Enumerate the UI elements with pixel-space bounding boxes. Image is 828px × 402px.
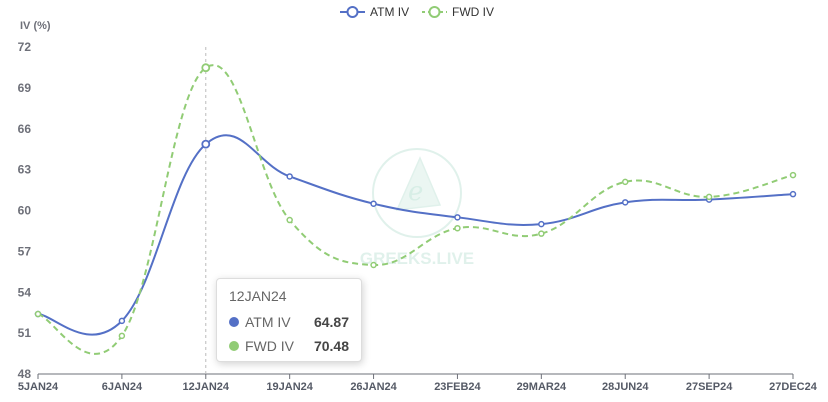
data-point-fwd-iv[interactable] (286, 216, 293, 224)
y-tick-label: 48 (18, 367, 32, 381)
data-point-atm-iv[interactable] (538, 220, 545, 228)
data-point-atm-iv[interactable] (118, 317, 126, 325)
y-tick-label: 57 (18, 244, 32, 258)
legend-item-atm-iv[interactable]: ATM IV (340, 5, 409, 19)
x-tick-label: 5JAN24 (18, 381, 59, 393)
x-tick-label: 6JAN24 (102, 381, 143, 393)
data-point-fwd-iv[interactable] (118, 332, 126, 340)
data-point-fwd-iv[interactable] (201, 63, 211, 73)
x-tick-label: 27DEC24 (769, 381, 818, 393)
x-tick-label: 28JUN24 (602, 381, 649, 393)
y-tick-label: 60 (18, 204, 32, 218)
data-point-fwd-iv[interactable] (370, 261, 377, 269)
x-tick-label: 12JAN24 (183, 381, 230, 393)
y-axis-label: IV (%) (20, 20, 51, 32)
tooltip: 12JAN24 ATM IV 64.87 FWD IV 70.48 (216, 278, 362, 362)
x-tick-label: 26JAN24 (350, 381, 397, 393)
tooltip-name-atm-iv: ATM IV (245, 314, 291, 330)
data-point-fwd-iv[interactable] (789, 171, 797, 179)
y-tick-label: 54 (18, 285, 32, 299)
series-line-fwd-iv (37, 64, 794, 355)
data-point-fwd-iv[interactable] (538, 230, 545, 237)
x-tick-label: 27SEP24 (686, 381, 733, 393)
y-tick-label: 72 (18, 40, 32, 54)
legend[interactable]: ATM IV FWD IV (340, 5, 494, 19)
tooltip-dot-atm-iv (229, 317, 239, 327)
tooltip-title: 12JAN24 (229, 288, 287, 304)
tooltip-row-atm-iv: ATM IV 64.87 (229, 310, 349, 334)
y-tick-label: 63 (18, 163, 32, 177)
data-point-atm-iv[interactable] (201, 139, 211, 149)
data-point-fwd-iv[interactable] (621, 178, 629, 186)
watermark-logo: e GREEKS.LIVE (360, 148, 474, 268)
data-point-atm-iv[interactable] (454, 214, 461, 221)
y-tick-label: 66 (18, 122, 32, 136)
series-layer (34, 63, 797, 355)
y-tick-label: 51 (18, 326, 32, 340)
legend-label-fwd-iv: FWD IV (452, 5, 494, 19)
x-axis: 5JAN24 6JAN24 12JAN24 19JAN24 26JAN24 23FEB24… (18, 373, 818, 393)
data-point-fwd-iv[interactable] (705, 193, 713, 201)
tooltip-value-atm-iv: 64.87 (313, 314, 349, 330)
tooltip-name-fwd-iv: FWD IV (245, 338, 294, 354)
data-point-atm-iv[interactable] (621, 199, 629, 206)
legend-item-fwd-iv[interactable]: FWD IV (422, 5, 494, 19)
tooltip-value-fwd-iv: 70.48 (313, 338, 349, 354)
series-line-atm-iv (37, 134, 794, 336)
legend-label-atm-iv: ATM IV (370, 5, 409, 19)
watermark-text: GREEKS.LIVE (360, 249, 474, 268)
x-tick-label: 19JAN24 (266, 381, 313, 393)
tooltip-row-fwd-iv: FWD IV 70.48 (229, 334, 349, 358)
y-tick-label: 69 (18, 81, 32, 95)
data-point-atm-iv[interactable] (370, 200, 377, 207)
data-point-fwd-iv[interactable] (34, 310, 42, 318)
tooltip-dot-fwd-iv (229, 341, 239, 351)
data-point-atm-iv[interactable] (789, 190, 797, 198)
x-tick-label: 23FEB24 (434, 381, 481, 393)
data-point-atm-iv[interactable] (286, 173, 293, 180)
data-point-fwd-iv[interactable] (454, 224, 461, 232)
svg-text:e: e (408, 177, 423, 207)
y-axis: 48 51 54 57 60 63 66 69 72 (18, 40, 32, 381)
x-tick-label: 29MAR24 (517, 381, 567, 393)
